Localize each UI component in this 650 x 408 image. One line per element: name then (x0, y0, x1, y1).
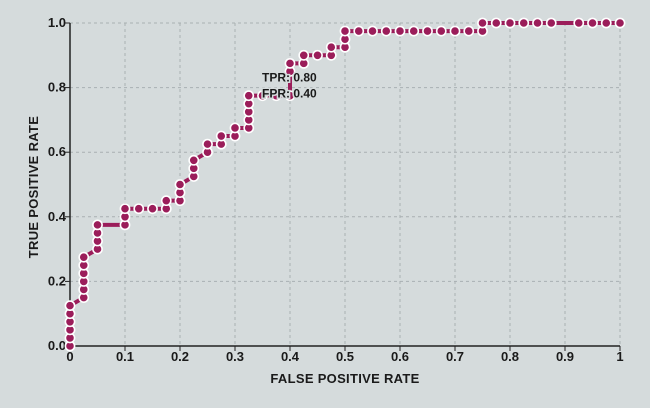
data-point (490, 17, 502, 29)
data-point (325, 41, 337, 53)
x-axis-title: FALSE POSITIVE RATE (270, 371, 419, 386)
data-point (78, 251, 90, 263)
data-point (133, 203, 145, 215)
data-point (545, 17, 557, 29)
data-point (339, 25, 351, 37)
data-point (174, 179, 186, 190)
y-tick-label: 1.0 (48, 15, 66, 30)
x-tick-label: 0.9 (556, 349, 574, 364)
x-tick-label: 0.6 (391, 349, 409, 364)
tick-labels: 0 0.1 0.2 0.3 0.4 0.5 0.6 0.7 0.8 0.9 1 0.0 0.2 0.4 0.… (48, 15, 624, 364)
data-point (573, 17, 585, 29)
x-tick-label: 0.1 (116, 349, 134, 364)
data-point (298, 49, 310, 61)
x-tick-label: 0.8 (501, 349, 519, 364)
x-tick-label: 1 (616, 349, 623, 364)
annotation-label: FPR: 0.40 (262, 87, 317, 101)
data-point (532, 17, 543, 29)
data-point (257, 90, 268, 102)
grid (70, 22, 621, 346)
data-point (587, 17, 598, 29)
data-point (449, 25, 461, 37)
data-point (518, 17, 530, 29)
series-layer (64, 17, 626, 352)
data-point (160, 195, 172, 207)
annotation-label: TPR: 0.80 (262, 71, 317, 85)
data-point (463, 25, 475, 37)
data-point (600, 17, 612, 29)
data-point (202, 138, 213, 150)
data-point (229, 122, 241, 134)
data-point (408, 25, 420, 37)
data-point (394, 25, 406, 37)
data-point (504, 17, 516, 29)
data-point (284, 90, 296, 102)
y-tick-label: 0.6 (48, 144, 66, 159)
data-point (477, 17, 488, 29)
data-point (312, 49, 323, 61)
data-point (215, 130, 227, 142)
x-tick-label: 0.7 (446, 349, 464, 364)
data-point (435, 25, 447, 37)
y-tick-label: 0.8 (48, 80, 66, 95)
data-point (243, 90, 255, 102)
data-point (188, 154, 200, 166)
annotation: TPR: 0.80 FPR: 0.40 (261, 69, 319, 102)
x-tick-label: 0.3 (226, 349, 244, 364)
x-tick-label: 0.4 (281, 349, 300, 364)
data-point (614, 17, 626, 29)
data-point (284, 57, 296, 69)
data-point (147, 203, 158, 215)
data-point (270, 90, 282, 102)
data-point (422, 25, 433, 37)
x-tick-label: 0.2 (171, 349, 189, 364)
data-point (380, 25, 392, 37)
data-point (353, 25, 365, 37)
axes (65, 22, 621, 351)
y-axis-title: TRUE POSITIVE RATE (26, 116, 41, 258)
data-point (367, 25, 378, 37)
x-tick-label: 0 (66, 349, 73, 364)
y-tick-label: 0.0 (48, 338, 66, 353)
data-point (92, 219, 103, 231)
data-point (119, 203, 131, 215)
y-tick-label: 0.4 (48, 209, 67, 224)
y-tick-label: 0.2 (48, 273, 66, 288)
data-point (64, 300, 76, 312)
x-tick-label: 0.5 (336, 349, 354, 364)
